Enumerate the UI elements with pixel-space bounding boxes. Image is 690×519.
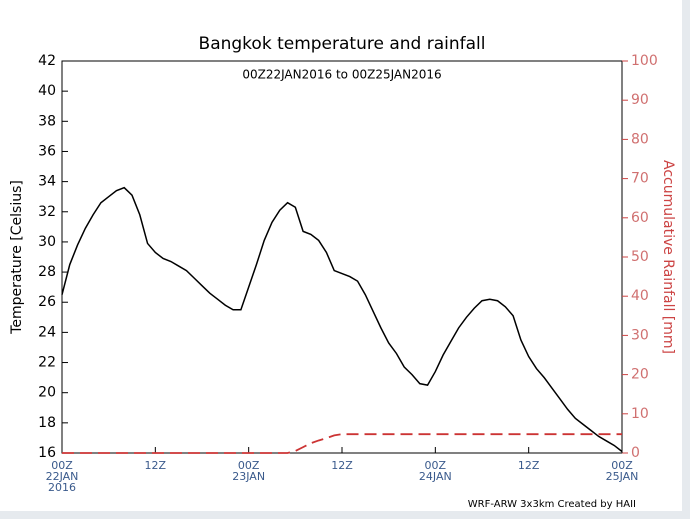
chart-subtitle: 00Z22JAN2016 to 00Z25JAN2016 <box>242 68 441 82</box>
y2-tick-label: 50 <box>631 249 649 265</box>
y-tick-label: 20 <box>38 385 56 401</box>
y-tick-label: 32 <box>38 204 56 220</box>
series-line <box>61 186 623 453</box>
y2-tick-label: 40 <box>631 288 649 304</box>
x-tick-label: 12Z <box>331 459 353 472</box>
y2-tick-label: 60 <box>631 210 649 226</box>
y2-axis-label: Accumulative Rainfall [mm] <box>660 160 676 354</box>
y-tick-label: 22 <box>38 355 56 371</box>
side-strip <box>682 0 690 519</box>
y-tick-label: 30 <box>38 234 56 250</box>
y-tick-label: 40 <box>38 83 56 99</box>
x-tick-label: 00Z 23JAN <box>232 459 266 483</box>
y2-tick-label: 30 <box>631 327 649 343</box>
y-tick-label: 16 <box>38 445 56 461</box>
bottom-strip <box>0 511 690 519</box>
x-tick-label: 00Z 22JAN 2016 <box>45 459 79 494</box>
y2-tick-label: 10 <box>631 406 649 422</box>
chart-title: Bangkok temperature and rainfall <box>199 34 486 54</box>
y-tick-label: 36 <box>38 143 56 159</box>
y2-tick-label: 0 <box>631 445 640 461</box>
y-axis-label: Temperature [Celsius] <box>9 180 25 335</box>
x-tick-label: 00Z 24JAN <box>418 459 452 483</box>
y2-tick-label: 100 <box>631 53 658 69</box>
y-tick-label: 42 <box>38 53 56 69</box>
x-tick-label: 00Z 25JAN <box>605 459 639 483</box>
y2-tick-label: 90 <box>631 92 649 108</box>
y-tick-label: 18 <box>38 415 56 431</box>
y-tick-label: 24 <box>38 324 56 340</box>
y-tick-label: 28 <box>38 264 56 280</box>
y-tick-label: 34 <box>38 174 56 190</box>
y-tick-label: 38 <box>38 113 56 129</box>
y2-tick-label: 20 <box>631 367 649 383</box>
y2-tick-label: 80 <box>631 131 649 147</box>
series-line <box>62 433 622 454</box>
y2-tick-label: 70 <box>631 171 649 187</box>
y-tick-label: 26 <box>38 294 56 310</box>
x-tick-label: 12Z <box>517 459 540 472</box>
footer: WRF-ARW 3x3km Created by HAII <box>468 499 636 510</box>
x-tick-label: 12Z <box>144 459 167 472</box>
